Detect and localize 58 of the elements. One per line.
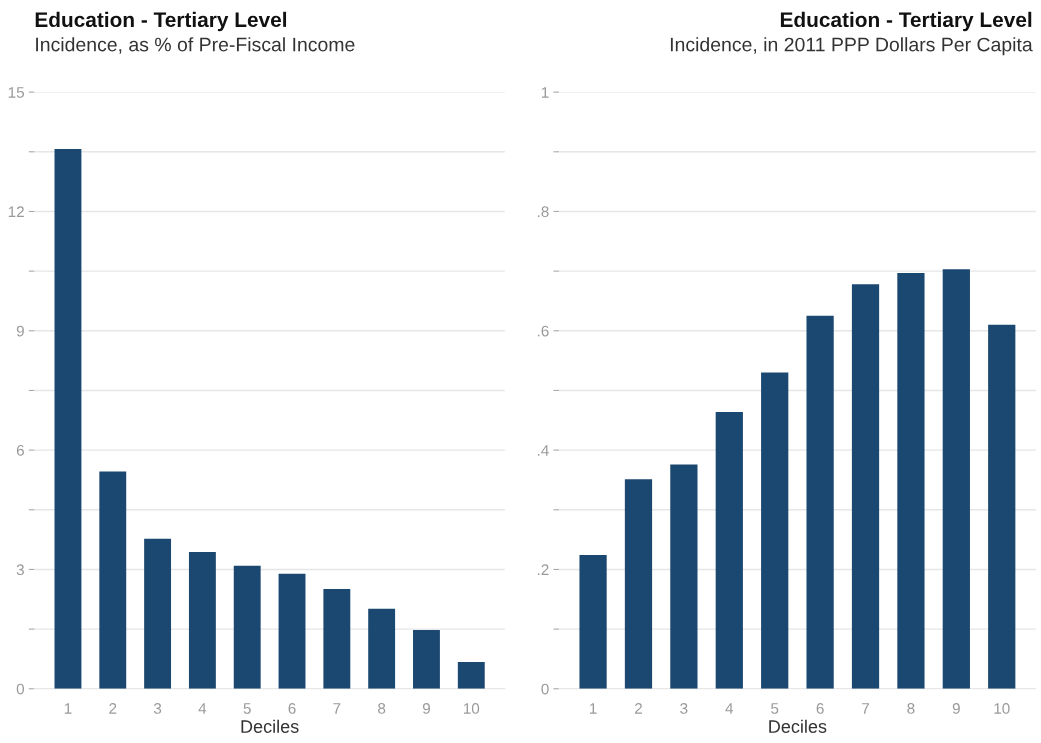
- x-tick-label: 10: [994, 703, 1010, 714]
- bar: [806, 315, 834, 689]
- chart-subtitle: Incidence, as % of Pre-Fiscal Income: [36, 37, 355, 54]
- y-tick-label: 1: [541, 87, 549, 98]
- x-axis-title: Deciles: [241, 719, 299, 733]
- x-tick-label: 10: [463, 703, 480, 714]
- bar: [188, 551, 216, 689]
- x-tick-label: 2: [109, 703, 117, 714]
- y-tick-label: 9: [16, 325, 24, 337]
- x-tick-label: 1: [589, 703, 597, 714]
- chart-subtitle: Incidence, in 2011 PPP Dollars Per Capita: [670, 37, 1033, 56]
- bar: [670, 464, 698, 689]
- x-tick-label: 9: [952, 703, 960, 714]
- y-tick-label: .6: [537, 325, 549, 337]
- chart-title: Education - Tertiary Level: [35, 11, 287, 32]
- x-tick-label: 7: [862, 703, 869, 714]
- bar: [99, 471, 127, 689]
- x-tick-label: 4: [725, 703, 734, 714]
- y-tick-label: 0: [541, 683, 549, 695]
- chart-title: Education - Tertiary Level: [780, 11, 1032, 32]
- bar: [851, 284, 880, 689]
- x-tick-label: 7: [333, 703, 341, 714]
- y-tick-label: 12: [8, 206, 24, 217]
- y-tick-label: .4: [537, 445, 549, 456]
- y-tick-label: 3: [16, 564, 24, 576]
- y-tick-label: 15: [8, 87, 24, 98]
- bar: [413, 629, 440, 689]
- x-tick-label: 4: [198, 703, 207, 714]
- bar: [457, 662, 485, 689]
- x-tick-label: 8: [907, 703, 915, 714]
- y-tick-label: .2: [537, 564, 549, 575]
- x-tick-label: 6: [816, 703, 824, 714]
- y-tick-label: .8: [537, 206, 549, 218]
- x-axis-title: Deciles: [769, 719, 827, 733]
- bar: [54, 149, 82, 689]
- bar: [323, 588, 351, 689]
- bar: [579, 555, 607, 689]
- bar: [144, 538, 172, 689]
- x-tick-label: 1: [64, 703, 72, 714]
- y-tick-label: 0: [16, 683, 25, 695]
- bar: [897, 272, 925, 689]
- x-tick-label: 3: [680, 703, 688, 714]
- x-tick-label: 6: [288, 703, 296, 714]
- x-tick-label: 2: [635, 703, 642, 714]
- bar: [715, 411, 743, 689]
- x-tick-label: 3: [153, 703, 162, 714]
- x-tick-label: 8: [378, 703, 386, 714]
- bar: [988, 324, 1016, 689]
- bar: [624, 479, 653, 689]
- bar: [233, 565, 261, 689]
- bar: [942, 269, 970, 689]
- y-tick-label: 6: [16, 444, 24, 456]
- bar: [761, 372, 789, 689]
- x-tick-label: 5: [243, 703, 251, 714]
- bar: [278, 573, 306, 689]
- bar: [368, 608, 396, 689]
- x-tick-label: 5: [771, 703, 779, 714]
- x-tick-label: 9: [422, 703, 430, 714]
